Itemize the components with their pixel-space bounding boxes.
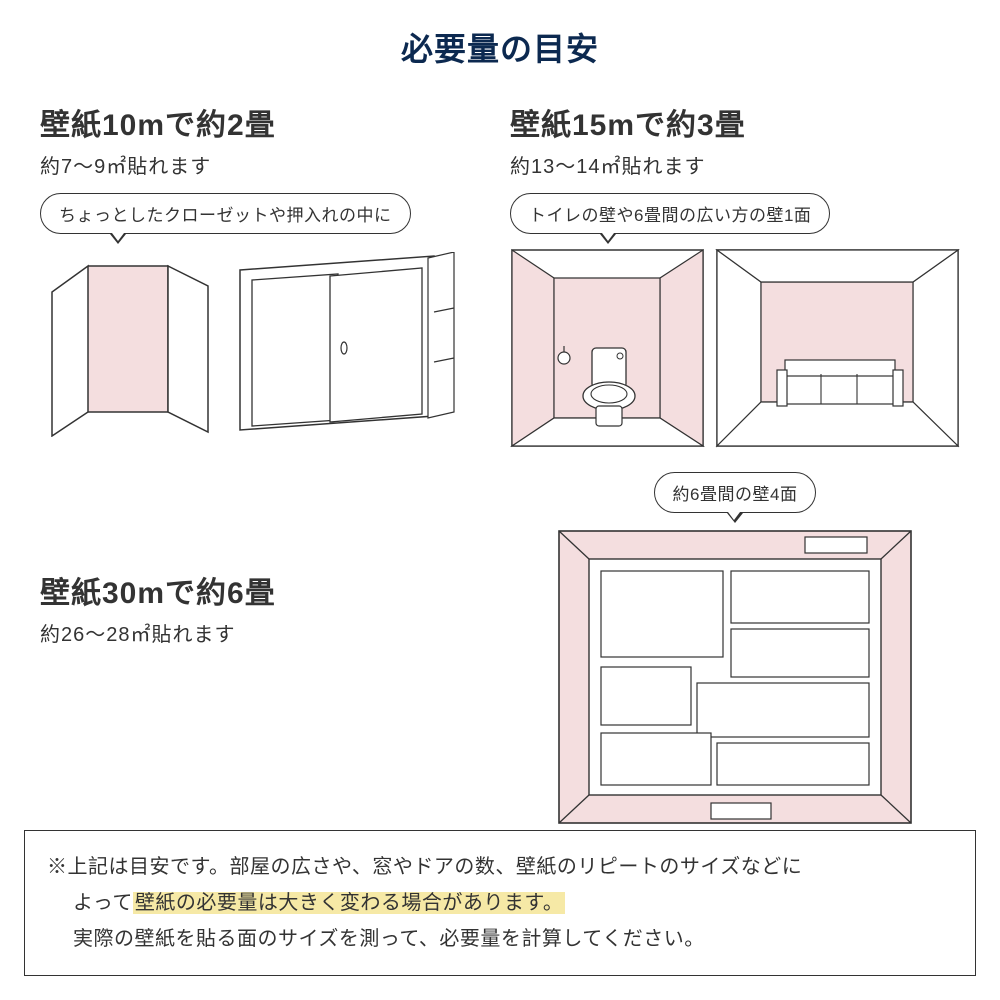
- sub-10m: 約7～9㎡貼れます: [40, 150, 490, 179]
- note-line-2: よって壁紙の必要量は大きく変わる場合があります。: [47, 885, 955, 921]
- toilet-room-icon: [510, 248, 705, 448]
- bubble-15m: トイレの壁や6畳間の広い方の壁1面: [510, 193, 830, 234]
- info-grid: 壁紙10mで約2畳 約7～9㎡貼れます ちょっとしたクローゼットや押入れの中に: [0, 100, 1000, 827]
- room-one-wall-icon: [715, 248, 960, 448]
- heading-30m: 壁紙30mで約6畳: [40, 568, 490, 612]
- sub-30m: 約26～28㎡貼れます: [40, 618, 490, 647]
- sliding-closet-icon: [230, 252, 460, 437]
- bubble-30m: 約6畳間の壁4面: [654, 472, 817, 513]
- section-15m: 壁紙15mで約3畳 約13～14㎡貼れます トイレの壁や6畳間の広い方の壁1面: [510, 100, 960, 448]
- note-line-3: 実際の壁紙を貼る面のサイズを測って、必要量を計算してください。: [47, 921, 955, 957]
- heading-10m: 壁紙10mで約2畳: [40, 100, 490, 144]
- bubble-10m: ちょっとしたクローゼットや押入れの中に: [40, 193, 411, 234]
- section-30m-text: 壁紙30mで約6畳 約26～28㎡貼れます: [40, 478, 490, 827]
- closet-open-icon: [40, 252, 220, 437]
- heading-15m: 壁紙15mで約3畳: [510, 100, 960, 144]
- note-line-3-text: 実際の壁紙を貼る面のサイズを測って、必要量を計算してください。: [73, 928, 705, 950]
- sub-15m: 約13～14㎡貼れます: [510, 150, 960, 179]
- section-30m-illus: 約6畳間の壁4面: [510, 478, 960, 827]
- note-line-1-text: ※上記は目安です。部屋の広さや、窓やドアの数、壁紙のリピートのサイズなどに: [47, 856, 802, 878]
- section-10m: 壁紙10mで約2畳 約7～9㎡貼れます ちょっとしたクローゼットや押入れの中に: [40, 100, 490, 448]
- page-title: 必要量の目安: [0, 0, 1000, 100]
- note-line-2-highlight: 壁紙の必要量は大きく変わる場合があります。: [133, 892, 566, 914]
- note-line-1: ※上記は目安です。部屋の広さや、窓やドアの数、壁紙のリピートのサイズなどに: [47, 849, 955, 885]
- note-box: ※上記は目安です。部屋の広さや、窓やドアの数、壁紙のリピートのサイズなどに よっ…: [24, 830, 976, 976]
- note-line-2-prefix: よって: [73, 892, 133, 914]
- room-plan-icon: [555, 527, 915, 827]
